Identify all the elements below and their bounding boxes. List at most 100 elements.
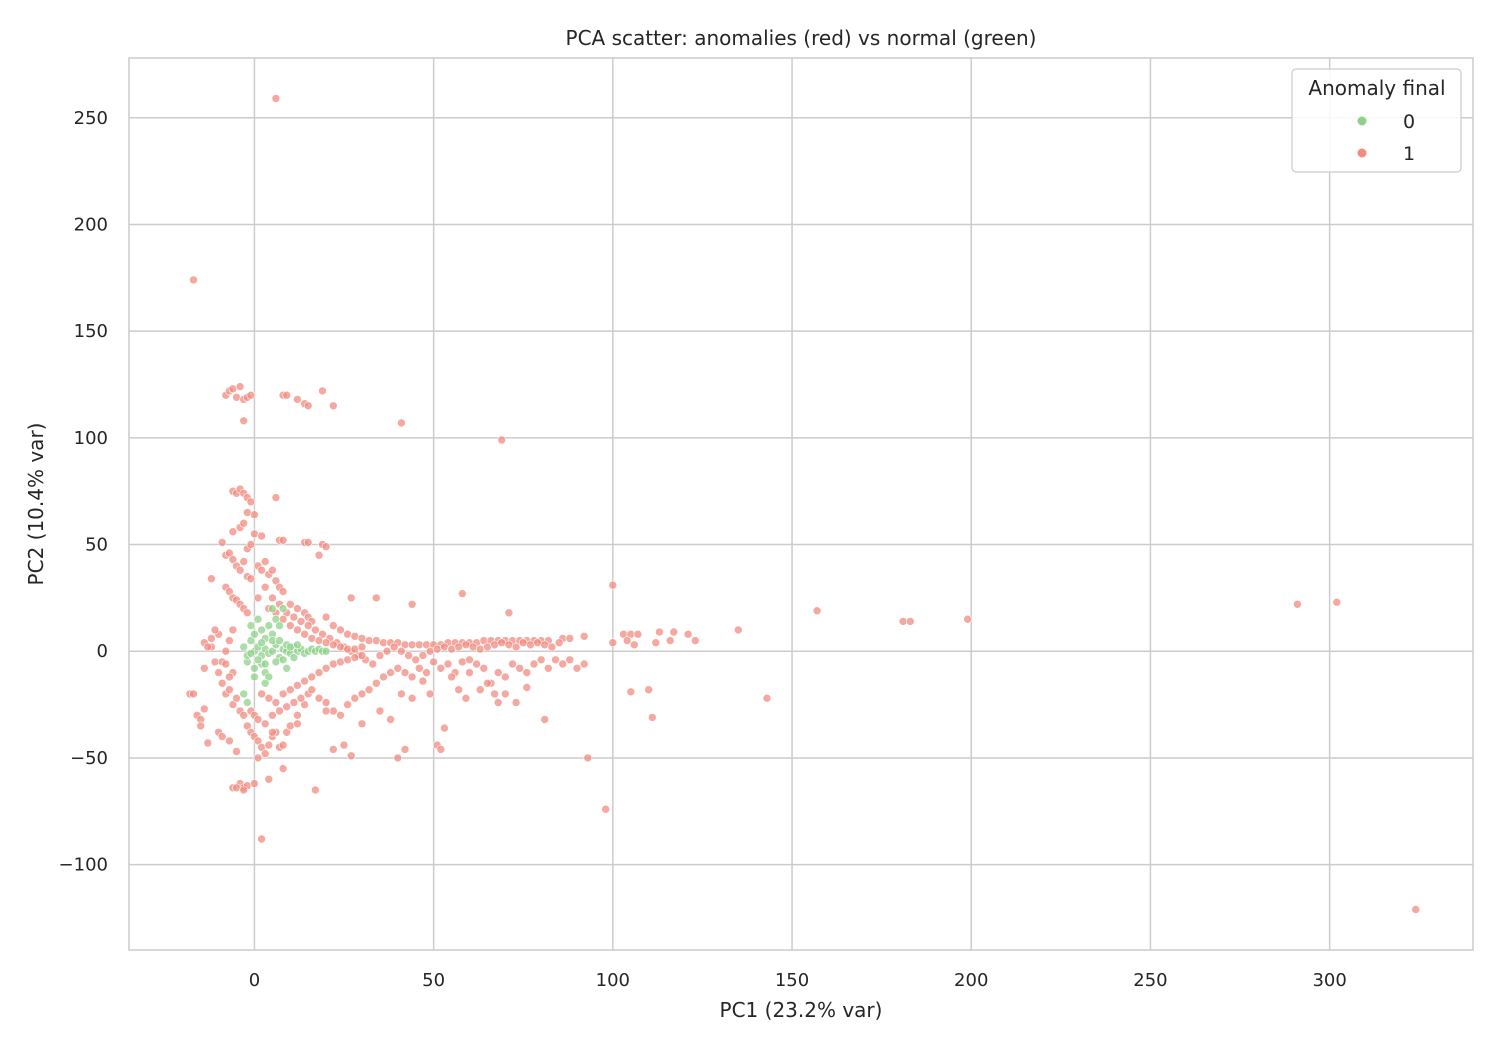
data-point-series-0 (246, 649, 256, 658)
data-point-series-1 (529, 659, 539, 669)
data-point-series-1 (328, 621, 338, 630)
data-point-series-1 (389, 642, 399, 652)
data-point-series-1 (228, 384, 238, 394)
data-point-series-1 (357, 719, 367, 729)
data-point-series-0 (253, 614, 263, 624)
data-point-series-1 (246, 574, 256, 584)
x-axis-label: PC1 (23.2% var) (720, 998, 883, 1022)
data-point-series-0 (246, 621, 256, 630)
data-point-series-1 (210, 657, 220, 667)
data-point-series-1 (490, 640, 499, 650)
data-point-series-1 (253, 715, 263, 724)
data-point-series-0 (275, 621, 284, 630)
data-point-series-1 (733, 625, 743, 635)
data-point-series-1 (293, 395, 302, 404)
data-point-series-1 (318, 386, 327, 396)
data-point-series-1 (690, 636, 700, 645)
data-point-series-0 (275, 636, 284, 645)
data-point-series-1 (225, 672, 234, 682)
x-tick-labels: 0 50 100 150 200 250 300 (249, 970, 1347, 991)
data-point-series-1 (264, 774, 274, 784)
data-point-series-1 (228, 527, 238, 537)
data-point-series-1 (629, 640, 639, 650)
data-point-series-1 (468, 642, 478, 652)
data-point-series-1 (375, 651, 385, 660)
data-point-series-1 (457, 657, 467, 667)
data-point-series-1 (898, 617, 908, 626)
data-point-series-1 (303, 401, 313, 411)
data-point-series-1 (633, 629, 643, 639)
data-point-series-1 (296, 693, 306, 703)
data-point-series-1 (554, 638, 564, 648)
data-point-series-1 (1293, 599, 1302, 609)
data-point-series-1 (475, 644, 485, 654)
data-point-series-1 (665, 636, 675, 645)
data-point-series-1 (257, 531, 266, 541)
data-point-series-1 (683, 629, 693, 639)
data-point-series-1 (311, 625, 320, 635)
data-point-series-1 (321, 638, 331, 648)
data-point-series-1 (239, 518, 248, 528)
data-point-series-1 (328, 706, 338, 716)
data-point-series-1 (565, 655, 575, 665)
data-point-series-1 (328, 745, 338, 754)
data-point-series-1 (379, 638, 388, 648)
data-point-series-1 (207, 574, 216, 584)
data-point-series-1 (357, 651, 367, 660)
data-point-series-1 (303, 538, 313, 547)
data-point-series-1 (547, 642, 557, 652)
data-point-series-1 (239, 710, 248, 720)
data-point-series-1 (243, 721, 252, 731)
data-point-series-1 (371, 678, 381, 688)
data-point-series-0 (243, 698, 252, 707)
data-point-series-1 (235, 382, 245, 391)
data-point-series-1 (511, 698, 521, 707)
data-point-series-1 (425, 646, 435, 656)
data-point-series-0 (239, 642, 248, 652)
data-point-series-1 (239, 416, 248, 426)
data-point-series-1 (289, 698, 299, 707)
data-point-series-1 (350, 653, 360, 662)
data-point-series-1 (300, 629, 309, 639)
data-point-series-1 (200, 663, 209, 673)
y-tick-label: 250 (74, 108, 108, 129)
data-point-series-1 (436, 745, 446, 754)
data-point-series-1 (282, 702, 292, 712)
data-point-series-1 (257, 565, 266, 575)
data-point-series-1 (271, 94, 281, 103)
y-tick-label: 200 (74, 214, 108, 235)
data-point-series-1 (440, 642, 449, 652)
data-point-series-1 (293, 710, 302, 720)
data-point-series-1 (393, 663, 403, 673)
data-point-series-0 (278, 655, 288, 665)
data-point-series-1 (368, 659, 378, 669)
data-point-series-1 (651, 638, 661, 648)
data-point-series-0 (264, 621, 274, 630)
data-point-series-1 (271, 493, 281, 502)
x-tick-label: 200 (954, 970, 988, 991)
data-point-series-1 (336, 657, 345, 667)
data-point-series-1 (336, 625, 345, 635)
data-point-series-1 (508, 659, 517, 669)
data-point-series-1 (257, 834, 266, 844)
data-point-series-1 (490, 689, 499, 699)
y-tick-label: −100 (59, 855, 108, 876)
data-point-series-1 (644, 685, 654, 695)
data-point-series-1 (397, 689, 406, 699)
data-point-series-1 (497, 638, 507, 648)
data-point-series-0 (250, 672, 259, 682)
data-point-series-1 (540, 715, 550, 724)
data-point-series-1 (350, 631, 360, 641)
data-point-series-0 (285, 642, 295, 652)
legend-box (1291, 68, 1462, 173)
data-point-series-1 (346, 593, 356, 603)
data-point-series-1 (189, 689, 198, 699)
data-point-series-1 (483, 642, 492, 652)
data-point-series-1 (285, 685, 295, 695)
data-point-series-1 (225, 636, 234, 645)
data-point-series-0 (257, 625, 266, 635)
data-point-series-1 (343, 644, 352, 654)
data-point-series-1 (336, 710, 345, 720)
